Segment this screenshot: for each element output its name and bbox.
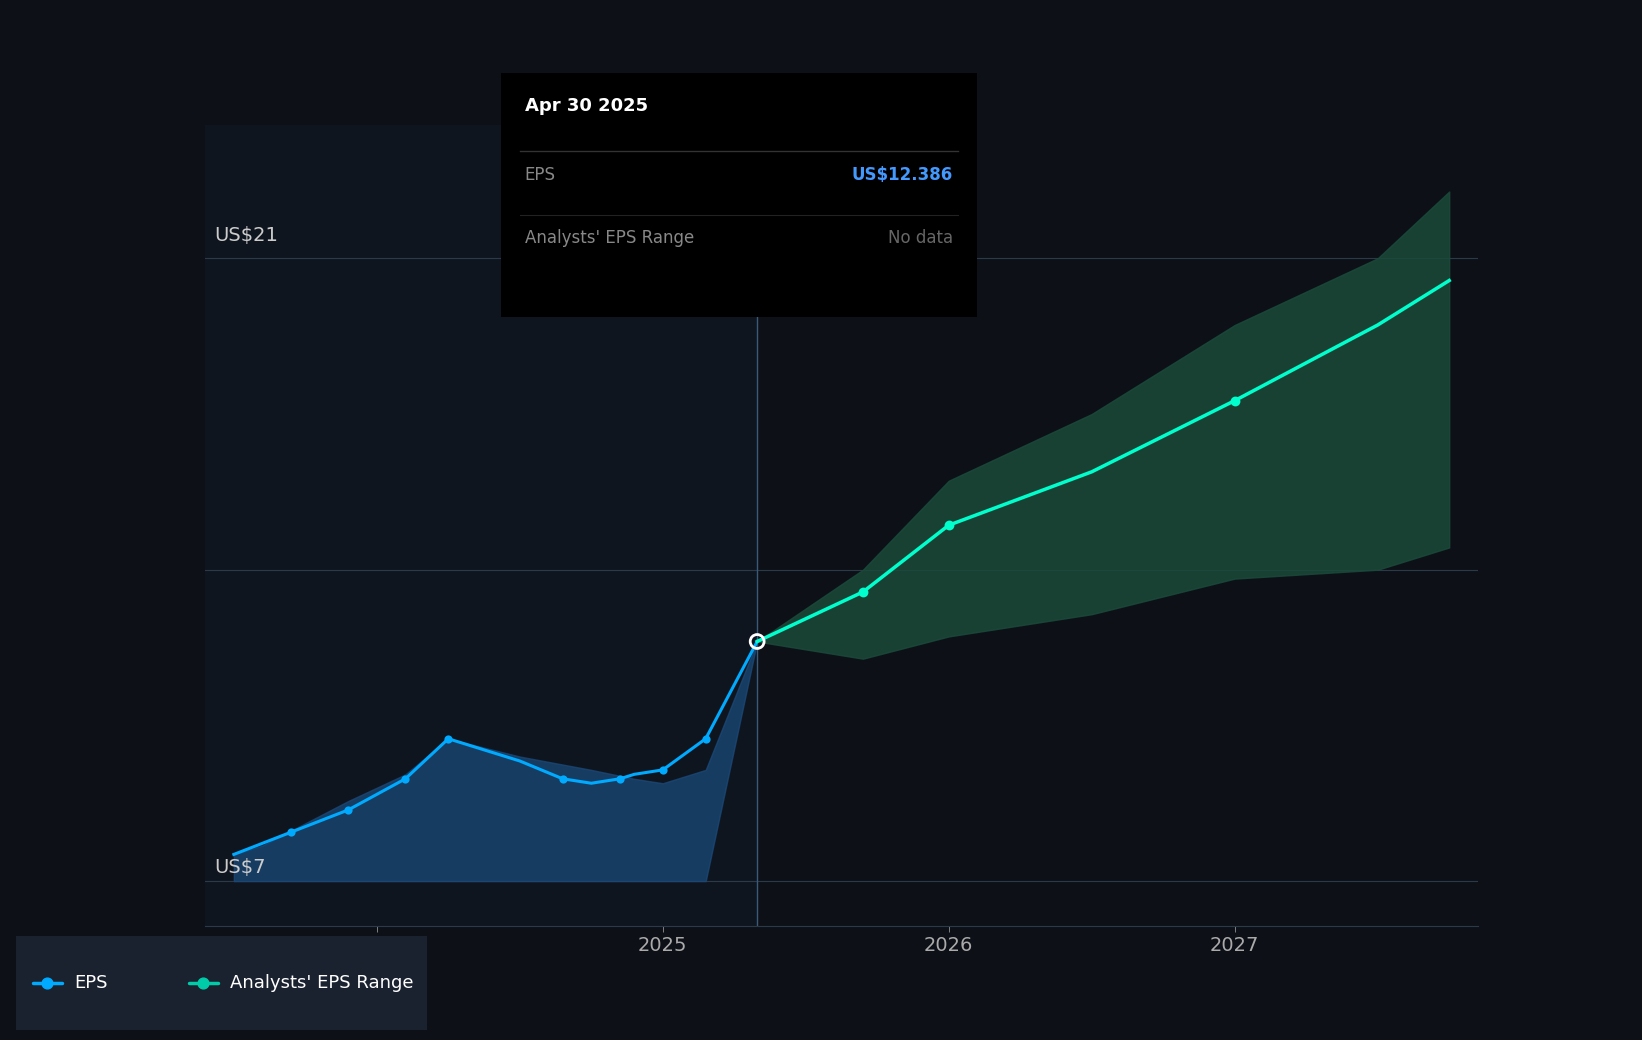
Point [392, 771, 419, 787]
Point [335, 802, 361, 818]
Text: US$21: US$21 [213, 226, 277, 245]
Text: Analysts Forecasts: Analysts Forecasts [780, 191, 947, 209]
Bar [205, 125, 757, 926]
Text: US$7: US$7 [213, 858, 266, 877]
Text: No data: No data [888, 229, 952, 248]
Point [190, 974, 217, 991]
Point [693, 730, 719, 747]
Text: Analysts' EPS Range: Analysts' EPS Range [230, 973, 414, 992]
Text: Actual: Actual [678, 191, 742, 209]
Text: Apr 30 2025: Apr 30 2025 [525, 97, 647, 115]
Point [277, 824, 304, 840]
Point [34, 974, 61, 991]
Point [550, 771, 576, 787]
Point [608, 771, 634, 787]
Text: EPS: EPS [74, 973, 107, 992]
Text: EPS: EPS [525, 165, 555, 184]
Point [936, 517, 962, 534]
Text: US$12.386: US$12.386 [852, 165, 952, 184]
Text: Analysts' EPS Range: Analysts' EPS Range [525, 229, 695, 248]
Point [435, 730, 461, 747]
Point [744, 633, 770, 650]
Point [851, 583, 877, 600]
Point [650, 761, 677, 778]
Point [1222, 392, 1248, 409]
